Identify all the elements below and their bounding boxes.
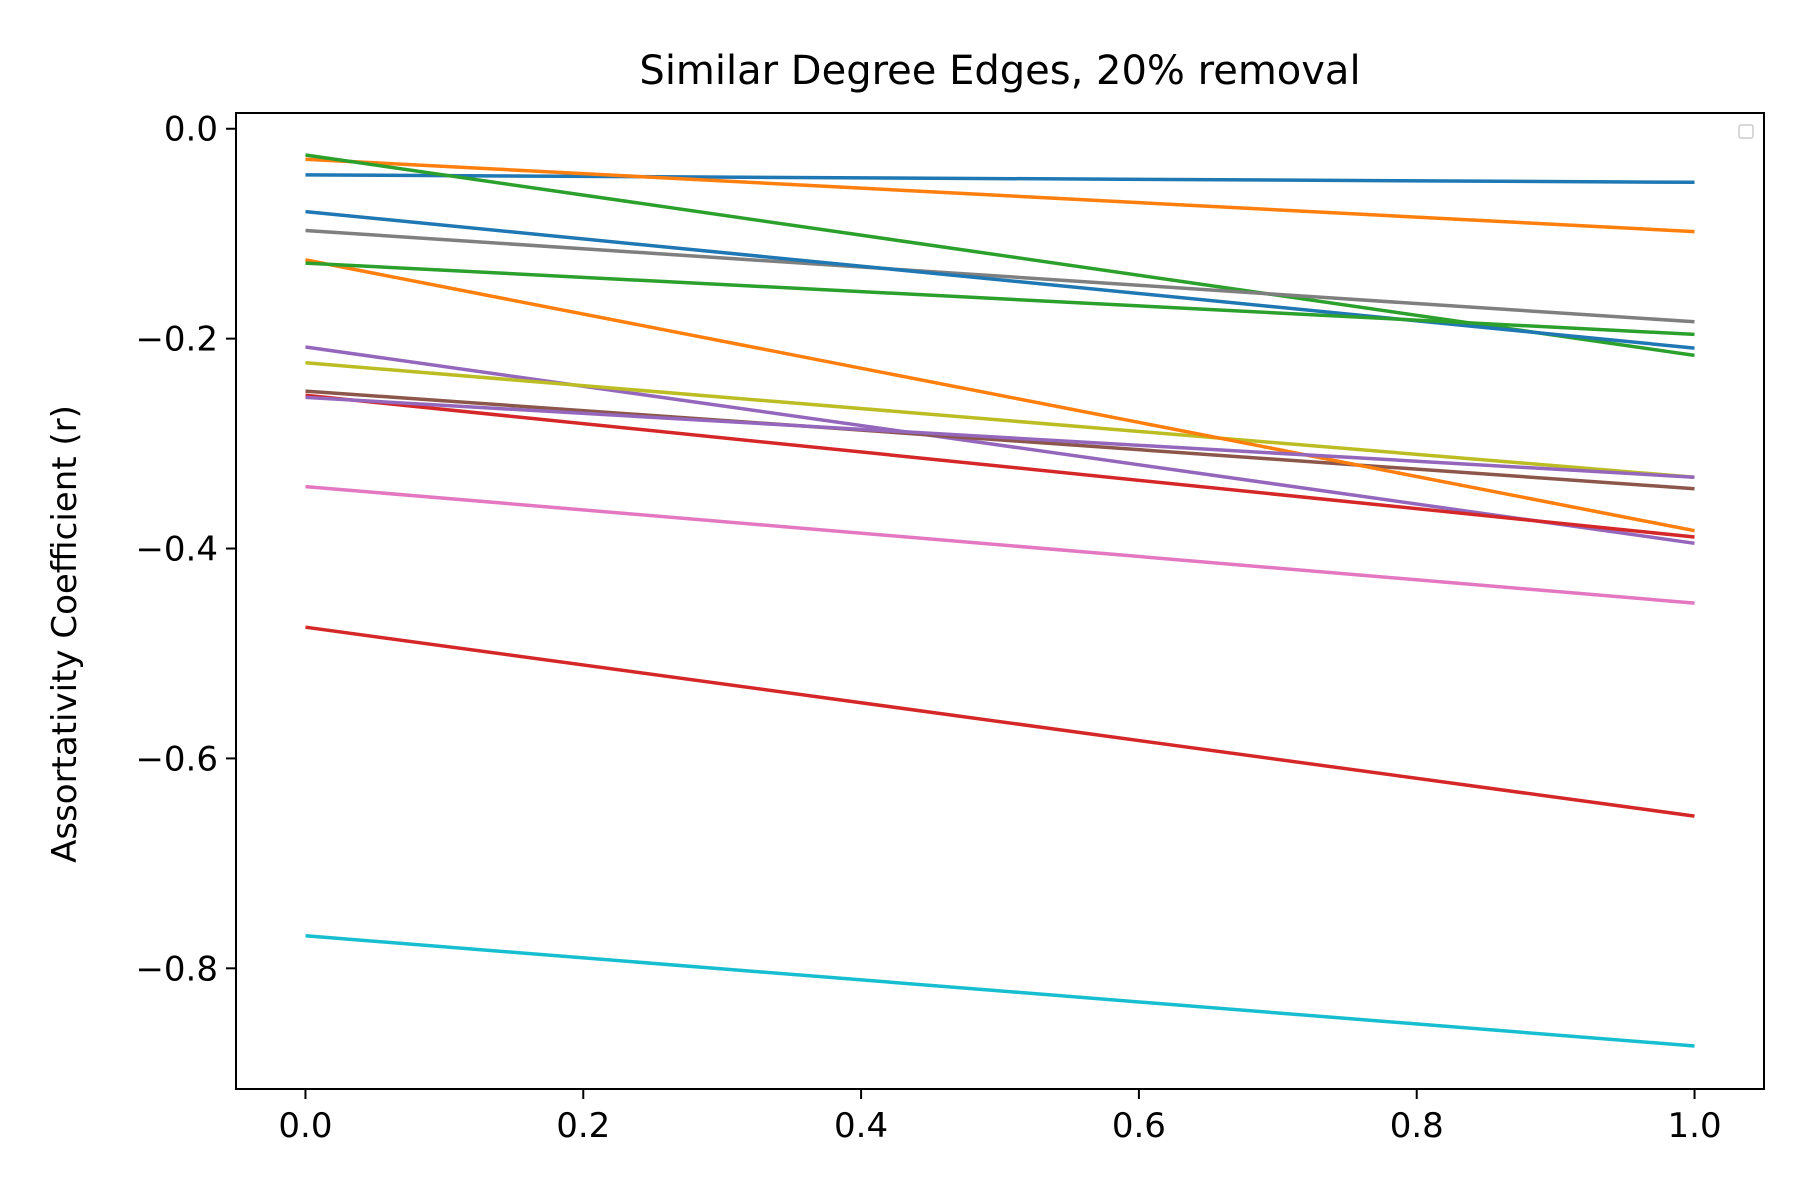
series-line-9 — [305, 361, 1695, 479]
series-line-1 — [305, 173, 1695, 185]
y-tick-label: −0.2 — [135, 320, 218, 360]
chart-title: Similar Degree Edges, 20% removal — [639, 48, 1360, 94]
y-tick-label: 0.0 — [164, 110, 218, 150]
series-line-12 — [305, 258, 1695, 533]
series-line-6 — [305, 389, 1695, 491]
series-line-8 — [305, 228, 1695, 324]
plot-area-frame — [235, 112, 1765, 1090]
series-layer — [305, 153, 1695, 1048]
y-axis-label: Assortativity Coefficient (r) — [45, 405, 85, 863]
x-tick-label: 0.2 — [556, 1106, 610, 1146]
x-tick-label: 1.0 — [1668, 1106, 1722, 1146]
x-axis: 0.0 0.2 0.4 0.6 0.8 1.0 — [278, 1089, 1722, 1146]
y-tick-label: −0.4 — [135, 530, 218, 570]
y-tick-label: −0.8 — [135, 949, 218, 989]
series-line-15 — [305, 395, 1695, 479]
series-line-7 — [305, 484, 1695, 605]
legend-box — [1738, 124, 1754, 139]
series-line-11 — [305, 209, 1695, 350]
series-line-14 — [305, 393, 1695, 539]
x-tick-label: 0.8 — [1390, 1106, 1444, 1146]
series-line-5 — [305, 345, 1695, 546]
y-tick-label: −0.6 — [135, 739, 218, 779]
y-axis: 0.0 −0.2 −0.4 −0.6 −0.8 — [135, 110, 236, 989]
x-tick-label: 0.4 — [834, 1106, 888, 1146]
x-tick-label: 0.0 — [278, 1106, 332, 1146]
series-line-2 — [305, 157, 1695, 234]
series-line-13 — [305, 261, 1695, 337]
x-tick-label: 0.6 — [1112, 1106, 1166, 1146]
series-line-4 — [305, 625, 1695, 818]
series-line-10 — [305, 934, 1695, 1048]
